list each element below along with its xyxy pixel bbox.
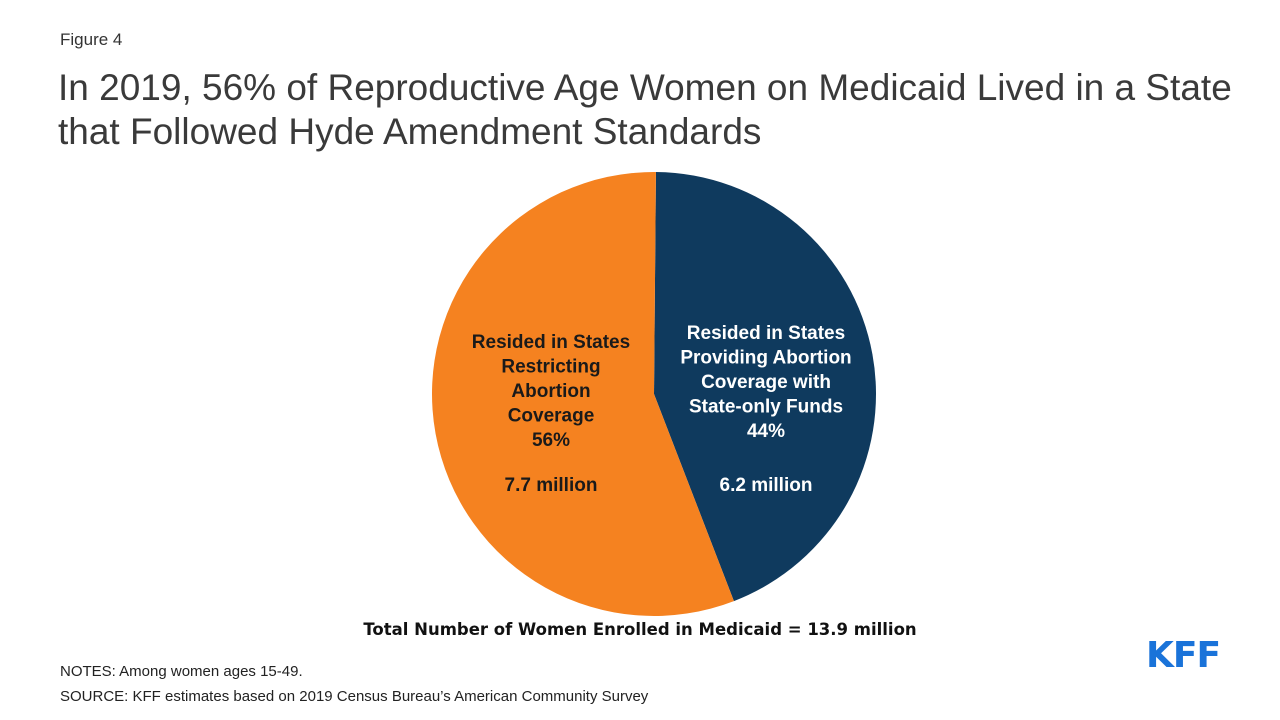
pie-slice-0 [654, 172, 877, 602]
notes-text: NOTES: Among women ages 15-49. [60, 663, 303, 680]
slice-amount-0: 6.2 million [720, 475, 813, 496]
figure-label: Figure 4 [60, 30, 123, 49]
source-text: SOURCE: KFF estimates based on 2019 Cens… [60, 688, 649, 705]
slice-label-1: Resided in States Restricting Abortion Cove… [472, 332, 630, 451]
pie-slice-1 [432, 172, 734, 617]
total-enrolled-note: Total Number of Women Enrolled in Medica… [363, 620, 917, 639]
kff-logo: KFF [1146, 635, 1221, 676]
slice-amount-1: 7.7 million [505, 475, 598, 496]
chart-title: In 2019, 56% of Reproductive Age Women o… [58, 67, 1232, 152]
slice-label-0: Resided in States Providing Abortion Cover… [680, 323, 851, 442]
